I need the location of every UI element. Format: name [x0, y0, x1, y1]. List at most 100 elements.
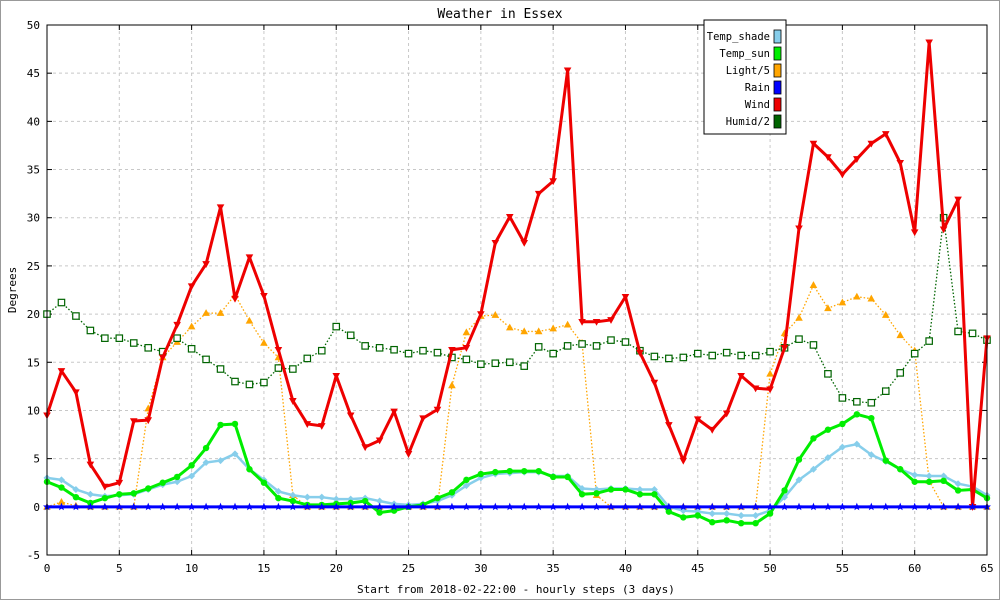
- data-point-temp-shade: [72, 485, 80, 493]
- data-point-rain: [433, 502, 442, 511]
- data-point-wind: [592, 319, 601, 326]
- data-point-temp-sun: [636, 491, 644, 498]
- data-point-wind: [636, 349, 644, 357]
- data-point-temp-sun: [882, 457, 889, 464]
- data-point-temp-shade: [289, 491, 297, 499]
- data-point-wind: [57, 368, 66, 375]
- data-point-rain: [158, 502, 167, 511]
- data-point-humid-2: [72, 312, 80, 320]
- data-point-humid-2: [578, 340, 586, 348]
- data-point-temp-sun: [564, 473, 571, 481]
- data-point-temp-shade: [650, 485, 658, 493]
- data-point-temp-sun: [607, 486, 615, 493]
- series-humid-2: [43, 213, 991, 407]
- data-point-humid-2: [867, 398, 876, 407]
- data-point-wind: [216, 204, 225, 212]
- data-point-rain: [505, 502, 514, 511]
- data-point-humid-2: [722, 348, 731, 357]
- data-point-wind: [158, 354, 167, 362]
- data-point-rain: [86, 502, 95, 511]
- data-point-temp-sun: [58, 484, 65, 491]
- data-point-rain: [71, 502, 80, 511]
- x-tick-label: 40: [619, 562, 632, 575]
- data-point-wind: [549, 178, 557, 186]
- data-point-light-5: [491, 311, 500, 318]
- data-point-temp-shade: [57, 476, 65, 484]
- data-point-wind: [448, 346, 456, 354]
- y-tick-label: 20: [27, 308, 40, 321]
- data-point-temp-shade: [954, 480, 962, 488]
- data-point-rain: [534, 502, 543, 511]
- data-point-light-5: [534, 327, 543, 335]
- data-point-temp-sun: [578, 491, 586, 498]
- data-point-temp-sun: [72, 493, 80, 501]
- data-point-humid-2: [187, 344, 196, 353]
- data-point-wind: [361, 444, 369, 452]
- data-point-wind: [650, 379, 659, 387]
- data-point-rain: [115, 502, 124, 511]
- data-point-temp-sun: [665, 508, 673, 515]
- data-point-temp-sun: [549, 473, 557, 481]
- data-point-wind: [809, 140, 818, 148]
- data-point-temp-sun: [709, 519, 716, 526]
- data-point-wind: [665, 422, 673, 429]
- data-point-humid-2: [361, 342, 369, 350]
- data-point-wind: [925, 39, 933, 47]
- data-point-temp-shade: [867, 451, 875, 459]
- data-point-rain: [57, 502, 66, 511]
- data-point-light-5: [563, 320, 572, 328]
- data-point-wind: [867, 140, 876, 148]
- data-point-rain: [867, 502, 876, 511]
- data-point-temp-shade: [173, 478, 181, 486]
- series-wind: [43, 39, 991, 511]
- x-tick-label: 45: [691, 562, 704, 575]
- data-point-wind: [375, 437, 384, 445]
- y-tick-label: 25: [27, 260, 40, 273]
- data-point-temp-sun: [145, 485, 152, 492]
- data-point-temp-shade: [737, 511, 745, 519]
- data-point-temp-sun: [897, 466, 904, 473]
- data-point-light-5: [795, 313, 803, 321]
- data-point-wind: [751, 385, 760, 393]
- data-point-rain: [592, 502, 601, 511]
- legend-swatch-temp-sun: [773, 46, 782, 61]
- data-point-temp-sun: [289, 497, 297, 505]
- data-point-humid-2: [289, 365, 297, 373]
- data-point-humid-2: [650, 352, 659, 361]
- data-point-temp-shade: [462, 482, 470, 490]
- data-point-rain: [476, 502, 485, 511]
- data-point-wind: [86, 461, 95, 469]
- x-tick-label: 50: [763, 562, 776, 575]
- data-point-rain: [231, 502, 239, 511]
- data-point-wind: [173, 321, 181, 329]
- y-tick-label: -5: [27, 549, 40, 562]
- data-point-rain: [187, 502, 196, 511]
- data-point-humid-2: [896, 369, 905, 377]
- data-point-wind: [722, 410, 731, 418]
- data-point-humid-2: [751, 351, 760, 360]
- x-tick-label: 60: [908, 562, 921, 575]
- data-point-light-5: [245, 316, 254, 324]
- data-point-rain: [346, 502, 355, 511]
- data-point-temp-shade: [202, 458, 210, 466]
- data-point-humid-2: [260, 378, 268, 387]
- data-point-temp-sun: [593, 490, 600, 497]
- axis-ticks: -5 0 5 10 15 20 25 30 35 40 45 50 0 5 10 15 20 25 30 35 40 45…: [27, 19, 994, 575]
- data-point-humid-2: [679, 353, 688, 362]
- data-point-light-5: [766, 369, 774, 377]
- legend-swatch-rain: [773, 80, 782, 95]
- data-point-rain: [390, 502, 399, 511]
- data-point-wind: [607, 317, 615, 324]
- data-point-temp-shade: [940, 472, 948, 480]
- data-point-wind: [795, 225, 803, 233]
- data-point-temp-sun: [925, 478, 933, 485]
- data-point-humid-2: [346, 331, 355, 340]
- data-point-rain: [419, 502, 427, 511]
- data-point-humid-2: [853, 397, 861, 406]
- data-point-temp-shade: [925, 472, 933, 480]
- data-point-temp-sun: [217, 421, 224, 429]
- data-point-temp-sun: [781, 487, 788, 494]
- data-point-rain: [635, 502, 644, 511]
- data-point-wind: [346, 412, 355, 420]
